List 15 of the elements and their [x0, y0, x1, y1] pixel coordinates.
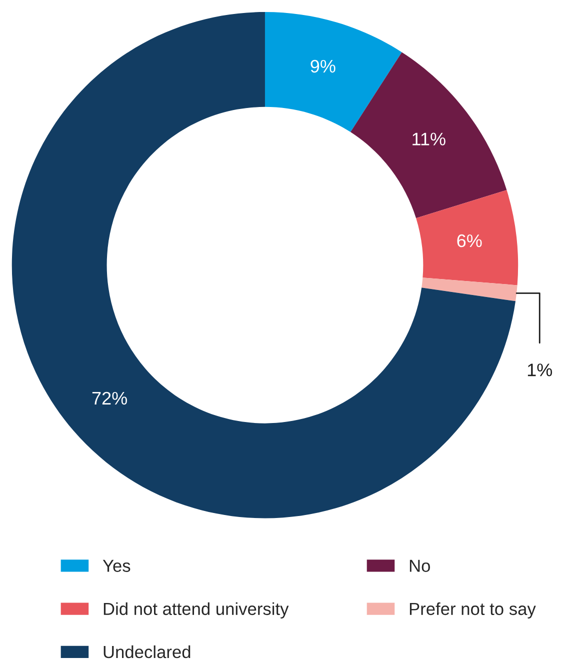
donut-slice	[264, 12, 402, 132]
donut-slice	[416, 190, 518, 286]
data-label: 1%	[528, 364, 552, 376]
legend-label: No	[410, 560, 430, 572]
legend-label: Undeclared	[104, 645, 190, 658]
donut-slice	[422, 278, 518, 302]
legend-label: Yes	[102, 560, 130, 572]
donut-slice	[350, 52, 507, 218]
data-label: 9%	[310, 60, 336, 73]
data-label: 6%	[457, 234, 482, 248]
data-label: 72%	[92, 392, 127, 405]
data-label: 11%	[412, 132, 446, 146]
donut-slice	[12, 12, 516, 518]
legend-label: Prefer not to say	[410, 602, 536, 619]
legend-label: Did not attend university	[104, 602, 289, 619]
